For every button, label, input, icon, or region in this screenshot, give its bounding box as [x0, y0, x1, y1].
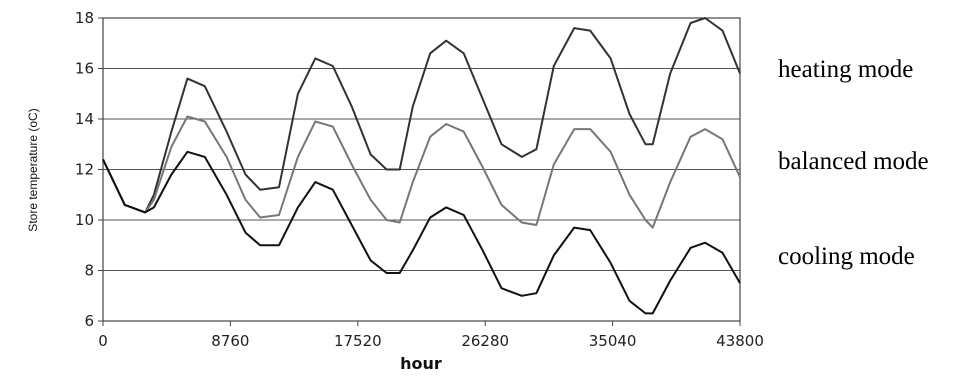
x-tick-label: 8760	[211, 332, 249, 350]
gridlines	[103, 68, 740, 271]
x-tick-label: 26280	[461, 332, 509, 350]
series-label-heating-mode: heating mode	[778, 56, 913, 83]
y-tick-label: 12	[75, 161, 94, 179]
series-line-balanced-mode	[102, 115, 741, 229]
x-axis-title: hour	[400, 354, 442, 373]
x-tick-label: 0	[98, 332, 108, 350]
y-axis-title: Store temperature (oC)	[26, 108, 40, 231]
x-tick-label: 17520	[334, 332, 382, 350]
y-tick-label: 6	[84, 312, 94, 330]
y-tick-label: 8	[84, 262, 94, 280]
y-tick-label: 18	[75, 9, 94, 27]
series-layer	[102, 17, 741, 315]
x-tick-label: 43800	[716, 332, 764, 350]
x-ticks: 0 8760 17520 26280 35040 43800	[98, 321, 764, 350]
y-tick-label: 16	[75, 60, 94, 78]
y-tick-label: 14	[75, 110, 94, 128]
series-label-cooling-mode: cooling mode	[778, 243, 915, 270]
y-tick-label: 10	[75, 211, 94, 229]
x-tick-label: 35040	[589, 332, 637, 350]
series-label-balanced-mode: balanced mode	[778, 148, 929, 175]
series-line-heating-mode	[102, 17, 741, 214]
series-line-cooling-mode	[102, 150, 741, 315]
y-ticks: 6 8 10 12 14 16 18	[75, 9, 103, 330]
